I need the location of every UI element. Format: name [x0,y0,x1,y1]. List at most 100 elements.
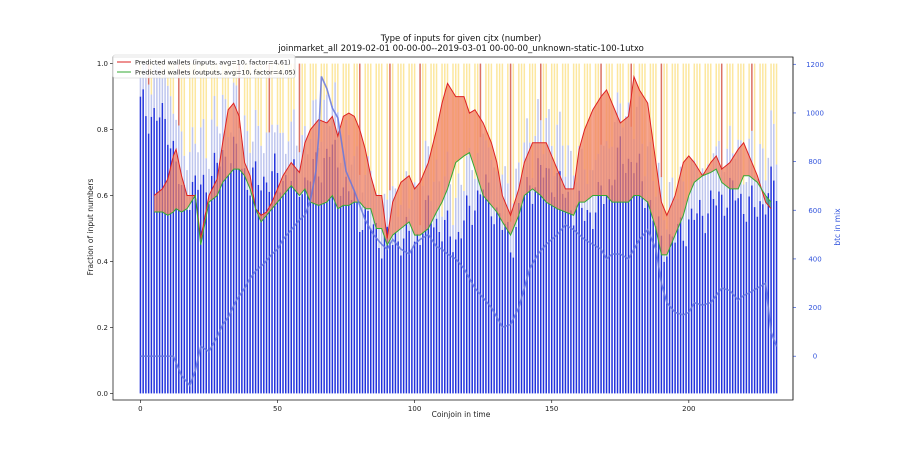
bar-base [147,133,150,394]
bar-base [323,157,325,394]
bar-top [364,63,367,175]
bar-base [252,167,254,394]
fill-between-segment [181,175,188,213]
bar-base [550,192,553,394]
fill-between-segment [400,175,410,229]
bar-mid [696,165,698,214]
bar-base [161,102,164,394]
bar-mid [770,110,772,167]
bar-base [737,198,739,394]
bar-base [723,215,726,394]
bar-base [216,162,218,394]
y-tick-label: 1.0 [97,60,108,68]
y2-tick-label: 400 [808,255,821,263]
bar-top [696,63,698,166]
bar-base [416,233,419,394]
bar-top [715,63,717,147]
bar-base [726,207,728,394]
bar-top [386,63,388,200]
bar-base [759,201,761,394]
fill-between-segment [409,175,415,236]
bar-base [438,231,441,394]
bar-base [561,193,564,394]
bar-base [614,179,616,394]
bar-mid [265,132,268,183]
fill-between-segment [601,89,607,196]
bar-base [518,203,520,394]
bar-top [742,63,745,185]
fill-between-segment [310,119,319,206]
bar-base [186,209,188,394]
series-line-2 [140,76,778,387]
bar-mid [257,125,260,185]
bar-mid [762,148,764,205]
fill-between-segment [414,182,421,236]
bar-top [666,63,668,230]
fill-between-segment [228,103,234,176]
bar-base [619,136,622,394]
bar-mid [685,200,687,247]
fill-between-segment [304,129,311,203]
bar-mid [745,182,748,222]
bar-top [380,63,383,201]
bar-base [751,185,753,394]
bar-mid [252,141,254,168]
fill-between-segment [633,76,640,196]
bar-base [608,179,611,394]
bar-mid [751,130,753,186]
bar-mid [167,85,169,145]
bar-base [405,216,408,394]
bar-base [539,164,542,394]
x-tick-label: 50 [273,405,282,413]
bar-base [271,171,273,394]
bar-base [534,187,537,394]
bar-mid [449,184,452,237]
bar-mid [169,96,172,149]
bar-top [191,63,194,128]
fill-between-segment [620,116,629,203]
bar-mid [282,132,284,181]
fill-between-segment [162,179,168,216]
y2-tick-label: 200 [808,304,821,312]
y-tick-label: 0.2 [97,324,108,332]
bar-top [320,63,323,142]
bar-mid [548,109,550,169]
bar-base [413,241,416,394]
bar-top [550,63,553,146]
bar-base [295,169,298,394]
bar-mid [507,183,509,222]
bar-base [301,194,303,394]
bar-top [419,63,421,226]
fill-between-segment [584,109,593,203]
fill-between-segment [496,162,503,222]
bar-mid [178,125,180,184]
y-tick-label: 0.0 [97,390,108,398]
bar-base [230,163,232,394]
bar-top [194,63,197,144]
bar-top [578,63,580,147]
bar-base [290,180,292,394]
bar-base [268,191,271,394]
bar-base [238,168,240,394]
legend: Predicted wallets (inputs, avg=10, facto… [112,54,296,79]
bar-base [172,140,175,394]
bar-top [435,63,438,160]
bar-base [671,236,674,394]
bar-top [348,63,350,135]
bar-base [317,176,320,394]
bar-top [564,63,567,177]
bar-top [775,63,778,165]
bar-base [603,203,605,394]
bar-top [293,63,295,110]
fill-between-segment [343,113,349,206]
bar-base [422,233,424,394]
bar-top [301,63,303,136]
bar-base [180,184,183,394]
bar-base [408,230,410,394]
bar-base [660,235,663,394]
legend-box [112,54,296,79]
bar-mid [274,132,276,154]
bar-top [773,63,775,124]
bar-top [518,63,520,163]
